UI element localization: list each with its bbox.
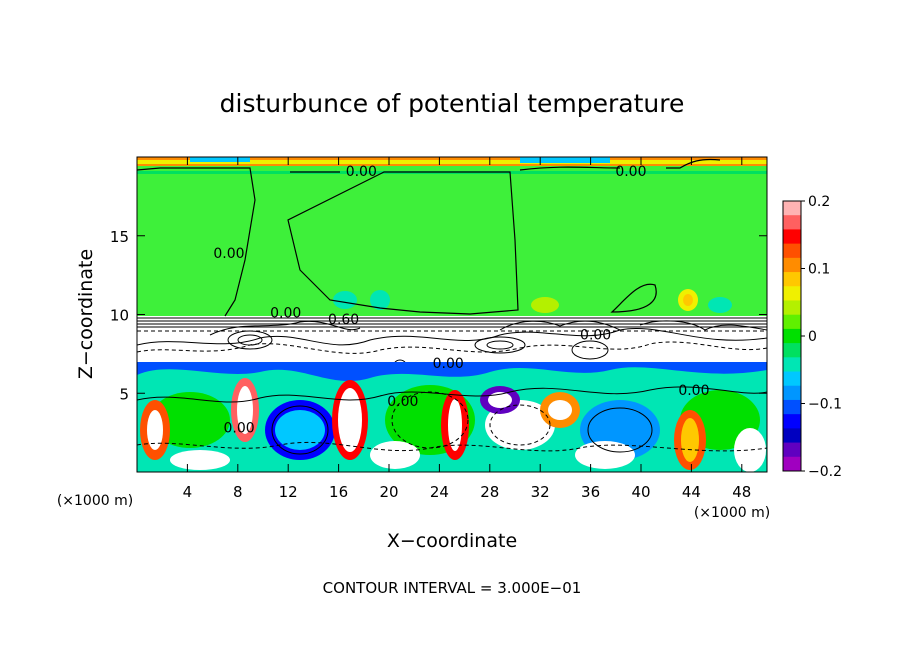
colorbar-swatch (783, 343, 801, 358)
contour-label: 0.00 (213, 246, 244, 262)
colorbar-tick-label: −0.1 (808, 397, 842, 413)
contour-label: 0.00 (580, 328, 611, 344)
x-tick-label: 48 (732, 483, 751, 501)
x-tick-label: 28 (480, 483, 499, 501)
plot-area (137, 157, 767, 472)
upper-blob (531, 297, 559, 313)
y-axis: 5 10 15 (110, 228, 767, 403)
x-tick-label: 20 (379, 483, 398, 501)
y-axis-label: Z−coordinate (75, 249, 97, 379)
y-tick-label: 10 (110, 307, 129, 325)
inversion-lines (137, 317, 767, 381)
lower-contours (137, 386, 767, 455)
colorbar-swatch (783, 385, 801, 401)
x-tick-label: 32 (531, 483, 550, 501)
colorbar-swatch (783, 428, 801, 444)
y-tick-label: 15 (110, 228, 129, 246)
x-tick-label: 16 (329, 483, 348, 501)
contour-label: 0.00 (678, 383, 709, 399)
colorbar-swatch (783, 201, 801, 216)
zero-contours (137, 158, 721, 317)
x-tick-label: 44 (682, 483, 701, 501)
upper-blob (708, 297, 732, 313)
contour-label: 0.60 (328, 312, 359, 328)
chart-title: disturbunce of potential temperature (220, 89, 685, 118)
colorbar-swatch (783, 257, 801, 273)
colorbar-swatch (783, 328, 801, 344)
x-tick-label: 12 (279, 483, 298, 501)
colorbar-swatch (783, 215, 801, 230)
x-unit-left: (×1000 m) (57, 493, 133, 509)
x-tick-label: 40 (631, 483, 650, 501)
contour-interval-footer: CONTOUR INTERVAL = 3.000E−01 (323, 579, 582, 597)
upper-blob (333, 291, 357, 309)
contour-label: 0.00 (270, 306, 301, 322)
x-tick-label: 24 (430, 483, 449, 501)
y-tick-label: 5 (119, 385, 129, 403)
colorbar-tick-label: 0 (808, 329, 817, 345)
upper-blob (683, 294, 693, 306)
colorbar-swatch (783, 243, 801, 259)
colorbar-swatch (783, 414, 801, 429)
x-axis: 4 8 12 16 20 24 28 32 36 40 44 48 (183, 157, 751, 501)
top-band-blue (190, 157, 250, 162)
colorbar-swatch (783, 399, 801, 415)
contour-label: 0.00 (346, 164, 377, 180)
colorbar: 0.2 0.1 0 −0.1 −0.2 (782, 194, 842, 480)
lower-eddies (137, 362, 767, 472)
top-band-inner (137, 160, 767, 164)
contour-label: 0.00 (387, 394, 418, 410)
colorbar-swatch (783, 442, 801, 458)
x-unit-right: (×1000 m) (694, 505, 770, 521)
contour-label: 0.00 (223, 421, 254, 437)
colorbar-swatch (783, 314, 801, 330)
upper-blob (370, 290, 390, 310)
upper-layer-field (137, 166, 767, 316)
colorbar-swatch (783, 456, 801, 472)
contour-label: 0.00 (615, 164, 646, 180)
top-band-blue-2 (520, 157, 610, 163)
colorbar-tick-label: 0.1 (808, 262, 830, 278)
x-tick-label: 36 (581, 483, 600, 501)
colorbar-tick-label: 0.2 (808, 194, 830, 210)
x-tick-label: 8 (233, 483, 243, 501)
x-tick-label: 4 (183, 483, 193, 501)
colorbar-swatch (783, 272, 801, 287)
colorbar-tick-label: −0.2 (808, 464, 842, 480)
colorbar-swatch (783, 286, 801, 301)
contour-label: 0.00 (433, 356, 464, 372)
colorbar-swatch (783, 229, 801, 245)
contour-labels: 0.00 0.00 0.00 0.00 0.60 0.00 0.00 0.00 0.00 0.00 (213, 164, 709, 437)
colorbar-swatch (783, 371, 801, 387)
colorbar-swatch (783, 357, 801, 373)
colorbar-swatch (783, 300, 801, 316)
x-axis-label: X−coordinate (387, 530, 517, 552)
